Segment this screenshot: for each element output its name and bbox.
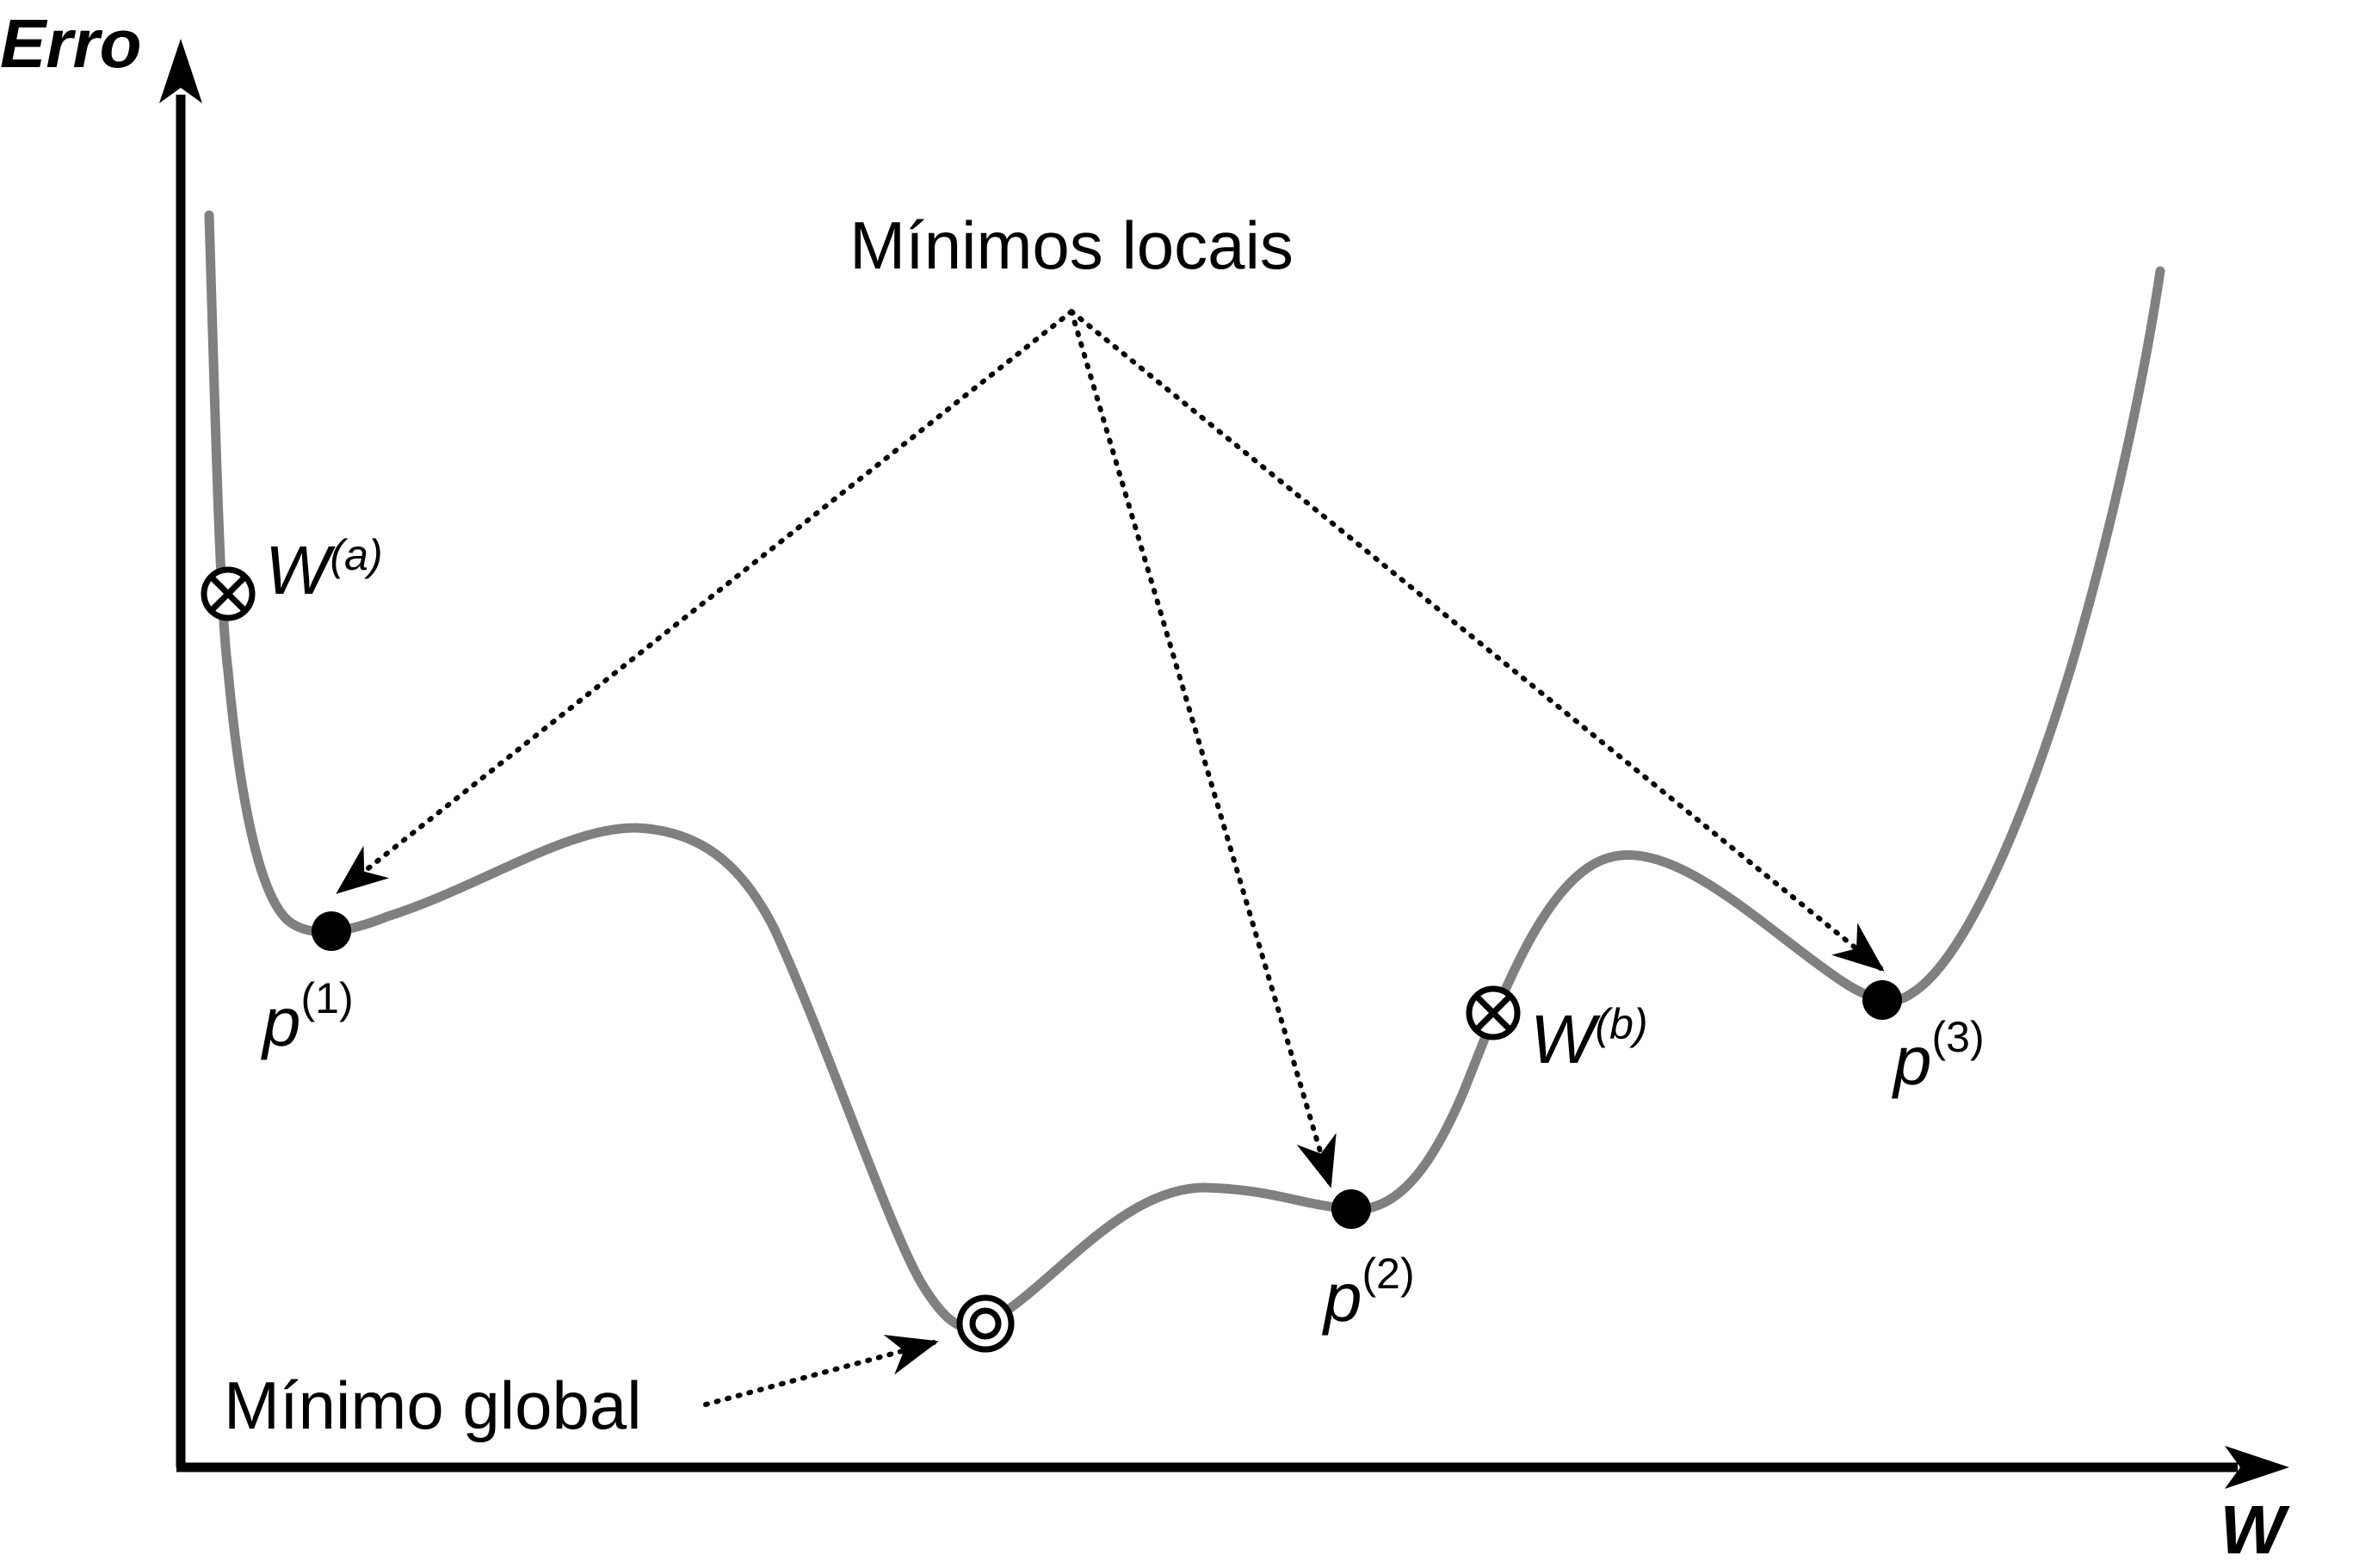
local-minimum-dot-p2: [1331, 1189, 1371, 1229]
global-minimum-marker: [956, 1294, 1015, 1353]
wa-label: W(a): [265, 531, 383, 608]
pointer-to-p1: [336, 309, 1074, 894]
global-minimum-label: Mínimo global: [224, 1367, 642, 1443]
local-minimum-dot-p1: [312, 911, 351, 951]
pointer-to-p2: [1069, 309, 1337, 1188]
x-axis-label: W: [2220, 1491, 2290, 1568]
pointer-to-p3: [1069, 309, 1885, 972]
local-minimum-dot-p3: [1862, 980, 1902, 1020]
y-axis-label: Erro: [0, 5, 142, 82]
error-curve: [204, 210, 2165, 1333]
axes: [159, 39, 2289, 1489]
start-marker-wa: [201, 566, 256, 621]
wb-label: W(b): [1530, 1000, 1648, 1077]
p1-label: p(1): [261, 974, 354, 1060]
local-minima-pointers: [336, 309, 1885, 1188]
y-axis-arrowhead: [159, 39, 202, 103]
local-minima-label: Mínimos locais: [849, 207, 1294, 283]
p2-label: p(2): [1322, 1250, 1415, 1336]
x-axis-arrowhead: [2225, 1446, 2289, 1489]
start-marker-wb: [1466, 985, 1521, 1040]
pointer-to-global-minimum: [703, 1334, 939, 1407]
p3-label: p(3): [1892, 1013, 1985, 1099]
